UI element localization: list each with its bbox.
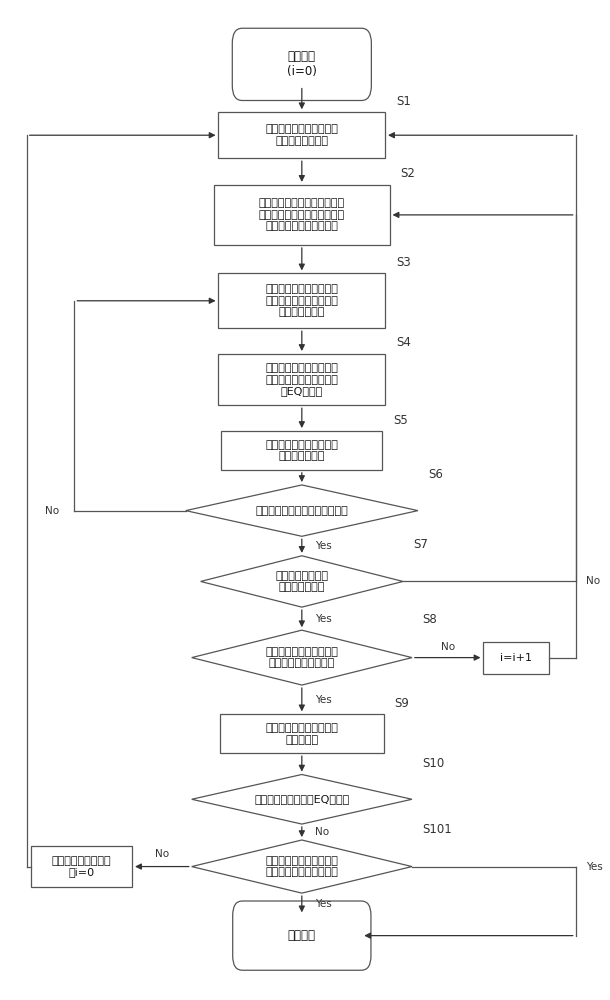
Bar — [214, 185, 390, 245]
Bar — [218, 273, 385, 328]
Bar — [221, 431, 382, 470]
FancyBboxPatch shape — [232, 901, 371, 970]
Text: i=i+1: i=i+1 — [500, 653, 532, 663]
Text: No: No — [315, 827, 329, 837]
Text: S2: S2 — [400, 167, 415, 180]
Text: 缩小所述控制参数的调整
范围及调整步长: 缩小所述控制参数的调整 范围及调整步长 — [265, 440, 339, 461]
Text: 优化开始
(i=0): 优化开始 (i=0) — [287, 50, 317, 78]
Bar — [483, 642, 549, 674]
Polygon shape — [192, 840, 412, 893]
Text: Yes: Yes — [315, 541, 332, 551]
Polygon shape — [201, 556, 403, 607]
Text: 频率响应与用户预设EQ吻合？: 频率响应与用户预设EQ吻合？ — [254, 794, 350, 804]
Text: 优化结束: 优化结束 — [288, 929, 316, 942]
Text: S101: S101 — [423, 823, 453, 836]
Text: S1: S1 — [396, 95, 411, 108]
Text: Yes: Yes — [315, 614, 332, 624]
Text: 已达该控制参数最大调整次数？: 已达该控制参数最大调整次数？ — [256, 506, 348, 516]
Text: S9: S9 — [395, 697, 409, 710]
Text: No: No — [155, 849, 169, 859]
Text: S10: S10 — [423, 757, 445, 770]
Polygon shape — [192, 774, 412, 824]
Text: S3: S3 — [396, 256, 411, 269]
Bar — [218, 354, 385, 405]
Text: Yes: Yes — [586, 862, 603, 872]
Text: S8: S8 — [423, 613, 437, 626]
Text: No: No — [440, 642, 454, 652]
Text: 读取所述参数均衡器中一
滤波器的控制参数: 读取所述参数均衡器中一 滤波器的控制参数 — [265, 124, 339, 146]
Text: S6: S6 — [429, 468, 443, 481]
Polygon shape — [192, 630, 412, 685]
Bar — [218, 112, 385, 158]
Text: 判断参数均衡器中所有滤
波器是否都已调整完毕: 判断参数均衡器中所有滤 波器是否都已调整完毕 — [265, 647, 339, 668]
Text: S4: S4 — [396, 336, 411, 349]
Text: 重回第一个滤波器，
即i=0: 重回第一个滤波器， 即i=0 — [52, 856, 112, 877]
Text: No: No — [45, 506, 60, 516]
Text: No: No — [586, 576, 600, 586]
Text: Yes: Yes — [315, 695, 332, 705]
Bar — [31, 846, 132, 887]
Text: 计算所述调整范围中各控
制参数值的滤波器性能参
数及其频率响应: 计算所述调整范围中各控 制参数值的滤波器性能参 数及其频率响应 — [265, 284, 339, 317]
Text: 设置其中一个控制参数的调整
范围及调整步长，以确定出该
控制参数的最大调整次数: 设置其中一个控制参数的调整 范围及调整步长，以确定出该 控制参数的最大调整次数 — [259, 198, 345, 231]
Text: 该滤波器控制参数
都已调整完毕？: 该滤波器控制参数 都已调整完毕？ — [275, 571, 328, 592]
Polygon shape — [185, 485, 418, 536]
Text: 生成各滤波器性能参数及
频率响应图: 生成各滤波器性能参数及 频率响应图 — [265, 723, 339, 745]
Text: S7: S7 — [414, 538, 429, 551]
Text: 与上次优化结果完全一致
或者已达最大优化次数？: 与上次优化结果完全一致 或者已达最大优化次数？ — [265, 856, 339, 877]
Text: Yes: Yes — [315, 899, 332, 909]
Text: 选择一最优控制参数值，
使其频率响应值与所述预
设EQ最接近: 选择一最优控制参数值， 使其频率响应值与所述预 设EQ最接近 — [265, 363, 339, 396]
Text: S5: S5 — [393, 414, 407, 427]
FancyBboxPatch shape — [232, 28, 371, 101]
Bar — [220, 714, 384, 753]
